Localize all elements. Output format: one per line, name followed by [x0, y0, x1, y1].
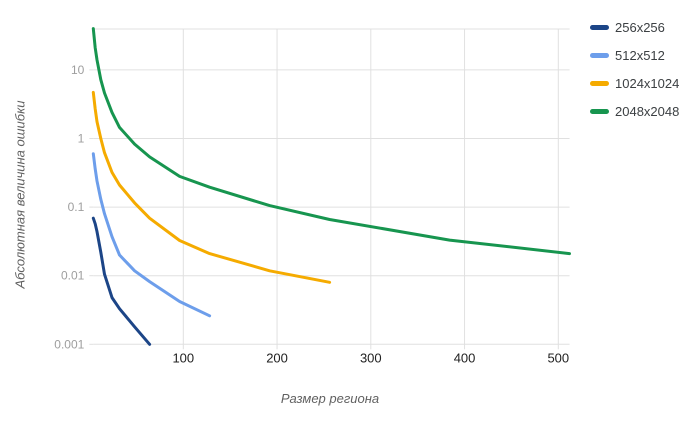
legend: 256x256 512x512 1024x1024 2048x2048: [590, 20, 679, 132]
legend-item-1024x1024[interactable]: 1024x1024: [590, 76, 679, 91]
legend-label: 512x512: [615, 48, 665, 63]
y-tick-label: 10: [71, 63, 85, 77]
x-tick-label: 200: [266, 350, 288, 365]
legend-item-2048x2048[interactable]: 2048x2048: [590, 104, 679, 119]
legend-item-512x512[interactable]: 512x512: [590, 48, 679, 63]
y-tick-label: 1: [78, 132, 85, 146]
legend-swatch-512x512-icon: [590, 53, 609, 58]
legend-swatch-1024x1024-icon: [590, 81, 609, 86]
y-tick-label: 0.01: [61, 269, 85, 283]
x-tick-label: 300: [360, 350, 382, 365]
legend-swatch-2048x2048-icon: [590, 109, 609, 114]
series-line-256x256[interactable]: [91, 216, 152, 346]
y-tick-label: 0.1: [68, 200, 85, 214]
legend-label: 256x256: [615, 20, 665, 35]
series-line-512x512[interactable]: [91, 152, 212, 318]
series-line-1024x1024[interactable]: [91, 90, 332, 284]
x-tick-label: 100: [172, 350, 194, 365]
x-tick-label: 500: [547, 350, 569, 365]
y-axis-title: Абсолютная величина ошибки: [12, 100, 28, 289]
legend-swatch-256x256-icon: [590, 25, 609, 30]
x-tick-label: 400: [454, 350, 476, 365]
legend-item-256x256[interactable]: 256x256: [590, 20, 679, 35]
legend-label: 2048x2048: [615, 104, 680, 119]
series-line-2048x2048[interactable]: [91, 27, 571, 256]
legend-label: 1024x1024: [615, 76, 680, 91]
x-axis-title: Размер региона: [280, 391, 380, 406]
y-tick-label: 0.001: [54, 337, 84, 351]
